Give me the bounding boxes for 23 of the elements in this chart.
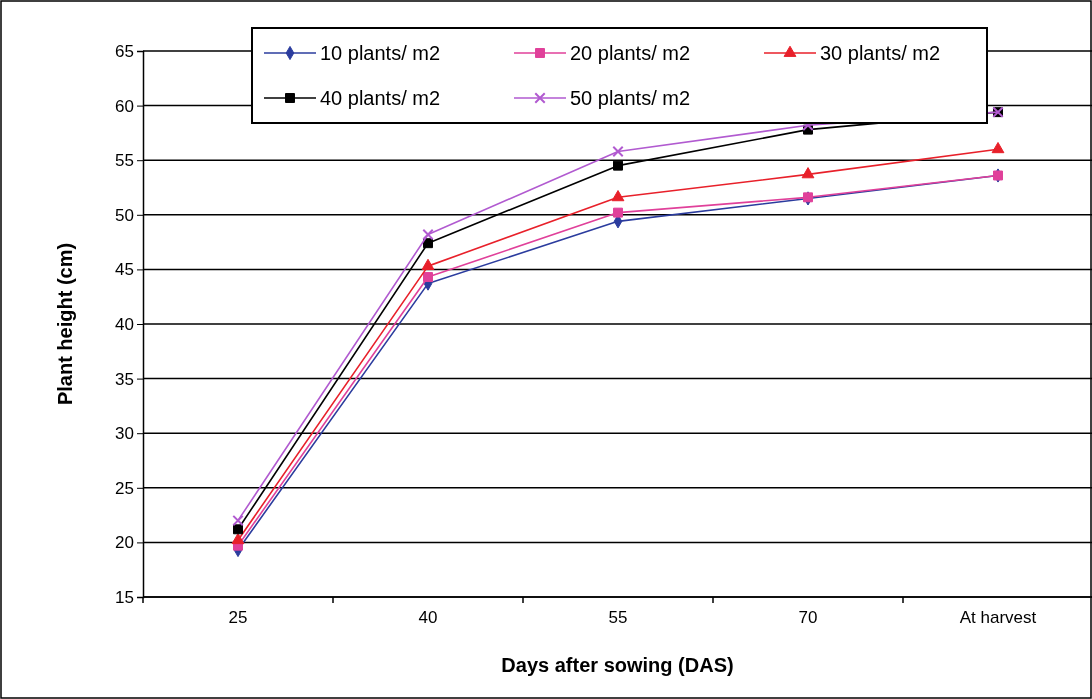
x-axis-title: Days after sowing (DAS) xyxy=(501,654,734,676)
y-axis-title: Plant height (cm) xyxy=(54,242,76,406)
y-tick-label: 50 xyxy=(115,205,134,225)
y-tick-label: 45 xyxy=(115,260,134,280)
legend-label: 20 plants/ m2 xyxy=(570,42,691,64)
x-tick-label: 55 xyxy=(608,608,628,628)
y-tick-label: 15 xyxy=(115,587,134,607)
y-tick-label: 35 xyxy=(115,369,134,389)
legend-label: 50 plants/ m2 xyxy=(570,87,691,109)
legend-label: 40 plants/ m2 xyxy=(320,87,441,109)
x-tick-label: 40 xyxy=(418,608,438,628)
y-tick-label: 40 xyxy=(115,314,134,334)
y-tick-label: 65 xyxy=(115,41,134,61)
x-tick-label: 25 xyxy=(228,608,248,628)
y-tick-label: 25 xyxy=(115,478,134,498)
y-tick-label: 55 xyxy=(115,151,134,171)
y-tick-label: 30 xyxy=(115,424,134,444)
x-tick-label: 70 xyxy=(798,608,818,628)
y-tick-label: 60 xyxy=(115,96,134,116)
legend-label: 10 plants/ m2 xyxy=(320,42,441,64)
legend-label: 30 plants/ m2 xyxy=(820,42,941,64)
x-tick-label: At harvest xyxy=(959,608,1037,628)
y-tick-label: 20 xyxy=(115,533,134,553)
